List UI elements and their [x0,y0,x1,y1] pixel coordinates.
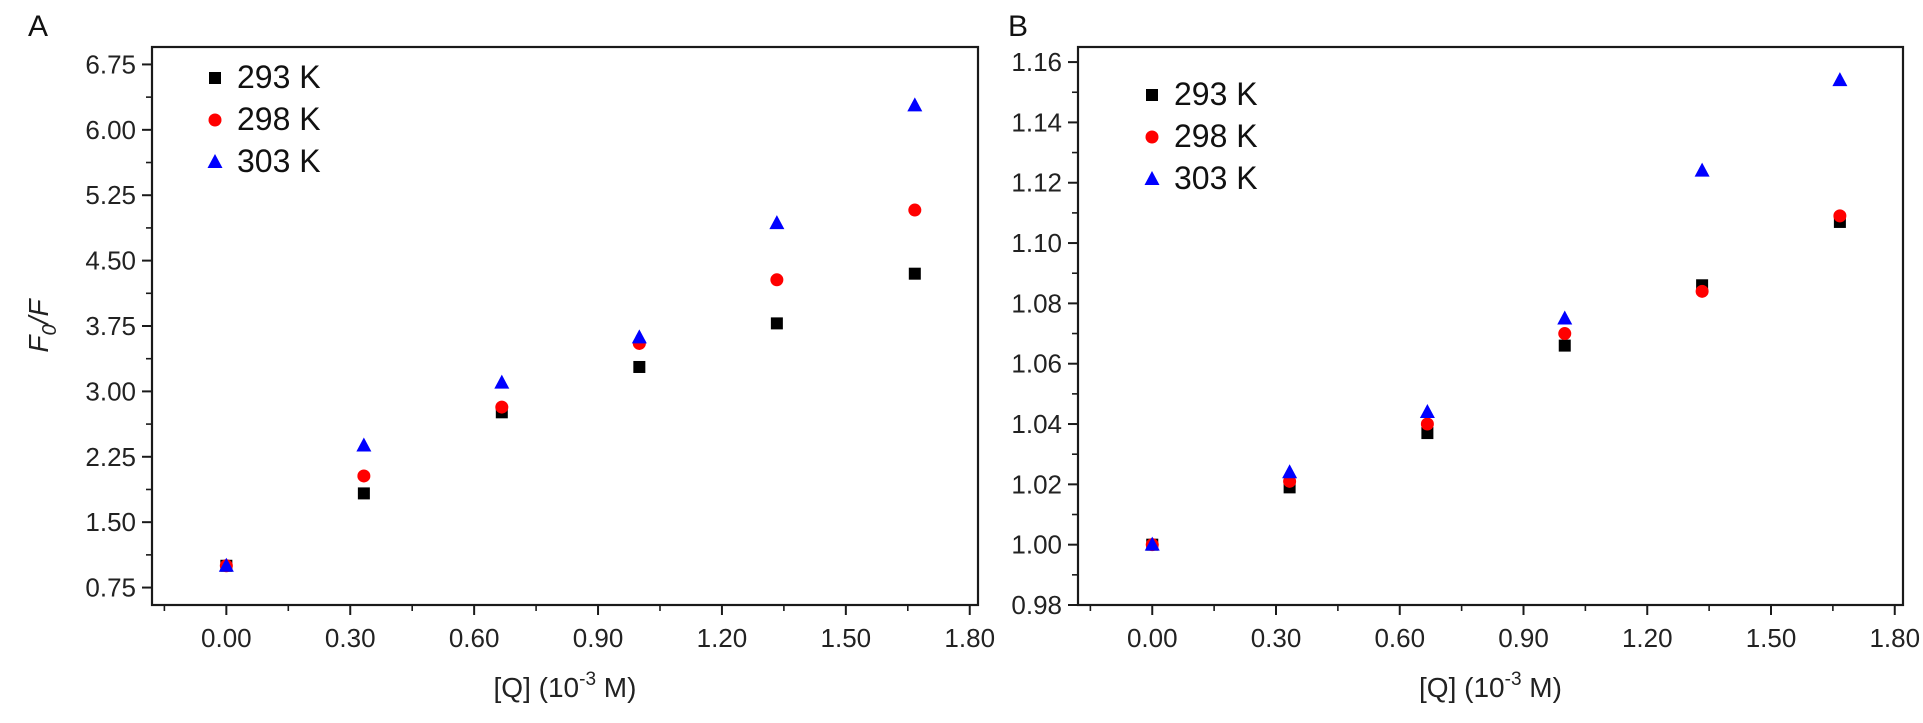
chart-a-legend: 293 K 298 K 303 K [207,59,321,179]
chart-a-series-triangle [218,97,923,572]
chart-a-y-tick-label: 4.50 [85,246,136,276]
chart-a-x-tick-label: 0.00 [201,623,252,653]
chart-a-x-tick-label: 0.60 [449,623,500,653]
chart-b-x-tick-label: 0.90 [1498,623,1549,653]
chart-b-y-tick-label: 1.02 [1011,469,1062,499]
chart-b-y-tick-label: 1.14 [1011,107,1062,137]
chart-b-point [1558,327,1572,341]
chart-b-legend: 293 K 298 K 303 K [1144,76,1258,196]
chart-a-point [908,267,921,280]
chart-b-point [1695,284,1709,298]
chart-b-x-tick-label: 0.00 [1127,623,1178,653]
chart-a-x-tick-label: 1.20 [697,623,748,653]
chart-b-y-tick-label: 0.98 [1011,590,1062,620]
chart-a-x-tick-label: 0.90 [573,623,624,653]
chart-a-legend-label: 298 K [237,101,321,137]
chart-b-y-tick-label: 1.04 [1011,409,1062,439]
chart-a-point [770,273,784,287]
chart-b-point [1557,310,1573,325]
chart-a-series-circle [219,203,922,573]
chart-a-legend-label: 303 K [237,143,321,179]
chart-b-y-tick-label: 1.00 [1011,530,1062,560]
chart-a-point [357,487,370,500]
chart-b-y-tick-label: 1.10 [1011,228,1062,258]
chart-a-x-axis-title-end: M) [596,672,636,703]
chart-a-x-tick-label: 1.80 [944,623,995,653]
chart-b-x-axis-title: [Q] (10-3 M) [1419,669,1562,703]
chart-b-point [1420,417,1434,431]
chart-b-x-tick-label: 1.80 [1869,623,1920,653]
chart-b-point [1282,464,1298,479]
chart-a-x-tick-label: 0.30 [325,623,376,653]
chart-a-x-axis-title: [Q] (10-3 M) [494,669,637,703]
chart-b-plot-frame [1076,45,1905,607]
chart-a-y-tick-label: 0.75 [85,573,136,603]
chart-b-x-tick-label: 0.30 [1251,623,1302,653]
chart-a-point [495,400,509,414]
chart-b-point [1421,427,1434,440]
chart-a-y-tick-label: 3.75 [85,311,136,341]
chart-b-legend-label: 293 K [1174,76,1258,112]
chart-b-point [1694,162,1710,177]
chart-b-y-tick-label: 1.12 [1011,168,1062,198]
chart-a-x-axis-title-main: [Q] (10 [494,672,580,703]
chart-b-y-tick-label: 1.08 [1011,288,1062,318]
chart-b-x-tick-label: 1.20 [1622,623,1673,653]
chart-a-legend-marker [209,72,221,84]
chart-a-legend-label: 293 K [237,59,321,95]
chart-a-point [769,215,785,230]
chart-b-x-tick-label: 1.50 [1746,623,1797,653]
chart-b-point [1832,72,1848,87]
chart-b-legend-marker [1146,89,1158,101]
chart-b-x-axis-title-main: [Q] (10 [1419,672,1505,703]
chart-b-point [1144,536,1160,551]
chart-a-point [907,97,923,112]
chart-a-x-axis-title-sup: -3 [579,669,596,690]
chart-b-y-tick-label: 1.16 [1011,47,1062,77]
chart-a-y-axis-title-sub: 0 [39,324,61,335]
chart-b-series-triangle [1144,72,1848,551]
chart-b-point [1833,209,1847,223]
chart-b-x-axis-title-sup: -3 [1505,669,1522,690]
chart-b-x-axis-title-end: M) [1522,672,1562,703]
chart-a-y-tick-label: 2.25 [85,442,136,472]
chart-a-y-tick-label: 1.50 [85,507,136,537]
chart-b-legend-label: 298 K [1174,118,1258,154]
panel-a: A 0.00 0.30 0.60 0.90 1.20 1.50 1.80 0.75 1.50 2.2… [23,10,995,703]
chart-a-legend-marker [207,154,223,168]
chart-b-point [1558,339,1571,352]
chart-a-y-tick-label: 6.00 [85,115,136,145]
chart-a-point [356,437,372,452]
chart-a-point [633,360,646,373]
chart-b-y-tick-label: 1.06 [1011,349,1062,379]
chart-a-y-axis-title: F0/F [23,298,61,353]
chart-a-plot-frame [150,45,980,607]
chart-a-panel-label: A [28,10,48,43]
chart-b-legend-marker [1144,171,1160,185]
chart-a-legend-marker [208,113,222,127]
chart-a-y-tick-label: 3.00 [85,376,136,406]
chart-a-point [908,203,922,217]
chart-a-y-tick-label: 5.25 [85,180,136,210]
chart-a-y-tick-label: 6.75 [85,49,136,79]
chart-a-x-tick-label: 1.50 [821,623,872,653]
chart-a-y-axis-title-end: /F [23,298,54,327]
chart-b-x-tick-label: 0.60 [1374,623,1425,653]
panel-b: B 0.00 0.30 0.60 0.90 1.20 1.50 1.80 0.98 1.00 1.0… [1008,10,1920,703]
chart-a-y-axis-title-main: F [23,334,54,353]
chart-a-point [770,317,783,330]
chart-a-point [218,557,234,572]
chart-b-point [1419,403,1435,418]
chart-b-panel-label: B [1008,10,1028,43]
chart-a-point [494,374,510,389]
chart-b-legend-label: 303 K [1174,160,1258,196]
chart-b-legend-marker [1145,130,1159,144]
chart-a-point [631,329,647,344]
chart-a-point [357,469,371,483]
